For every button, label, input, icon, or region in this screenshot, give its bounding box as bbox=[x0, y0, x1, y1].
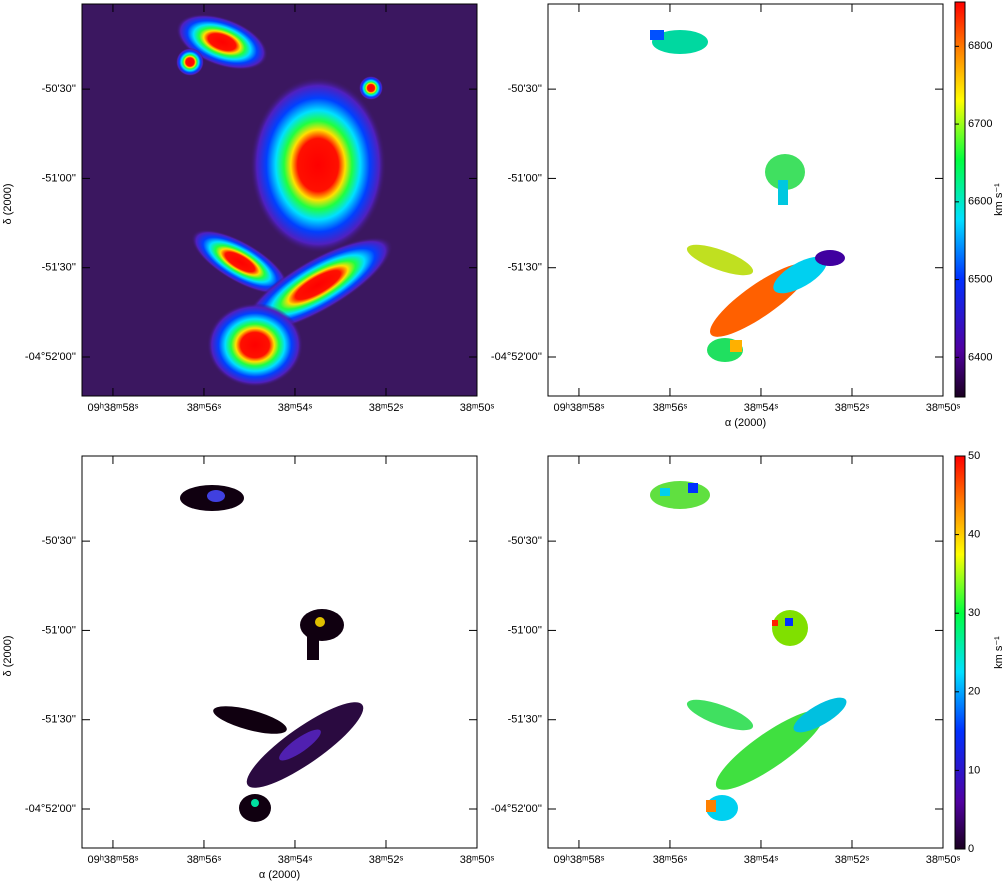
x-tick-label: 38ᵐ54ˢ bbox=[744, 854, 779, 866]
y-tick-label: -50'30'' bbox=[508, 83, 542, 95]
x-tick-label: 09ʰ38ᵐ58ˢ bbox=[87, 854, 138, 866]
y-tick-label: -51'30'' bbox=[508, 262, 542, 274]
y-tick-label: -51'00'' bbox=[508, 624, 542, 636]
colorbar bbox=[954, 1, 966, 398]
y-tick-label: -51'00'' bbox=[42, 172, 76, 184]
colorbar-tick-label: 50 bbox=[968, 450, 980, 462]
panel-frame bbox=[81, 455, 478, 849]
y-tick-label: -50'30'' bbox=[508, 535, 542, 547]
y-tick-label: -51'00'' bbox=[508, 172, 542, 184]
colorbar-tick-label: 6600 bbox=[968, 196, 992, 208]
x-tick-label: 38ᵐ54ˢ bbox=[744, 402, 779, 414]
x-tick-label: 09ʰ38ᵐ58ˢ bbox=[553, 402, 604, 414]
panel-frame bbox=[547, 455, 944, 849]
x-tick-label: 38ᵐ52ˢ bbox=[369, 854, 404, 866]
x-tick-label: 38ᵐ52ˢ bbox=[835, 854, 870, 866]
y-tick-label: -51'30'' bbox=[508, 714, 542, 726]
x-tick-label: 38ᵐ54ˢ bbox=[278, 402, 313, 414]
x-tick-label: 38ᵐ50ˢ bbox=[926, 402, 961, 414]
x-tick-label: 38ᵐ52ˢ bbox=[835, 402, 870, 414]
colorbar-tick-label: 6400 bbox=[968, 351, 992, 363]
y-tick-label: -04°52'00'' bbox=[25, 803, 76, 815]
panel-frame bbox=[547, 3, 944, 397]
x-tick-label: 09ʰ38ᵐ58ˢ bbox=[87, 402, 138, 414]
x-tick-label: 38ᵐ56ˢ bbox=[653, 402, 688, 414]
y-axis-label: δ (2000) bbox=[2, 184, 14, 225]
velocity-map bbox=[650, 30, 845, 362]
colorbar-label: km s⁻¹ bbox=[993, 183, 1005, 216]
y-tick-label: -51'00'' bbox=[42, 624, 76, 636]
panel-frame bbox=[81, 3, 478, 397]
y-axis-label: δ (2000) bbox=[2, 636, 14, 677]
colorbar-tick-label: 20 bbox=[968, 686, 980, 698]
colorbar-tick-label: 10 bbox=[968, 764, 980, 776]
y-tick-label: -51'30'' bbox=[42, 262, 76, 274]
x-tick-label: 38ᵐ50ˢ bbox=[460, 854, 495, 866]
x-tick-label: 38ᵐ54ˢ bbox=[278, 854, 313, 866]
y-tick-label: -50'30'' bbox=[42, 535, 76, 547]
x-tick-label: 38ᵐ56ˢ bbox=[187, 402, 222, 414]
x-tick-label: 38ᵐ56ˢ bbox=[187, 854, 222, 866]
y-tick-label: -51'30'' bbox=[42, 714, 76, 726]
colorbar bbox=[954, 455, 966, 850]
dispersion-map bbox=[650, 481, 847, 821]
intensity-map bbox=[82, 4, 477, 396]
colorbar-tick-label: 40 bbox=[968, 529, 980, 541]
y-tick-label: -04°52'00'' bbox=[25, 351, 76, 363]
y-tick-label: -04°52'00'' bbox=[491, 803, 542, 815]
colorbar-tick-label: 6700 bbox=[968, 118, 992, 130]
x-tick-label: 38ᵐ50ˢ bbox=[460, 402, 495, 414]
x-tick-label: 38ᵐ52ˢ bbox=[369, 402, 404, 414]
intensity-map-masked bbox=[180, 485, 364, 822]
x-tick-label: 38ᵐ56ˢ bbox=[653, 854, 688, 866]
colorbar-tick-label: 6500 bbox=[968, 273, 992, 285]
colorbar-tick-label: 30 bbox=[968, 607, 980, 619]
x-axis-label: α (2000) bbox=[259, 869, 300, 881]
y-tick-label: -50'30'' bbox=[42, 83, 76, 95]
colorbar-tick-label: 6800 bbox=[968, 40, 992, 52]
colorbar-tick-label: 0 bbox=[968, 843, 974, 855]
y-tick-label: -04°52'00'' bbox=[491, 351, 542, 363]
colorbar-label: km s⁻¹ bbox=[993, 636, 1005, 669]
x-tick-label: 09ʰ38ᵐ58ˢ bbox=[553, 854, 604, 866]
x-axis-label: α (2000) bbox=[725, 417, 766, 429]
x-tick-label: 38ᵐ50ˢ bbox=[926, 854, 961, 866]
